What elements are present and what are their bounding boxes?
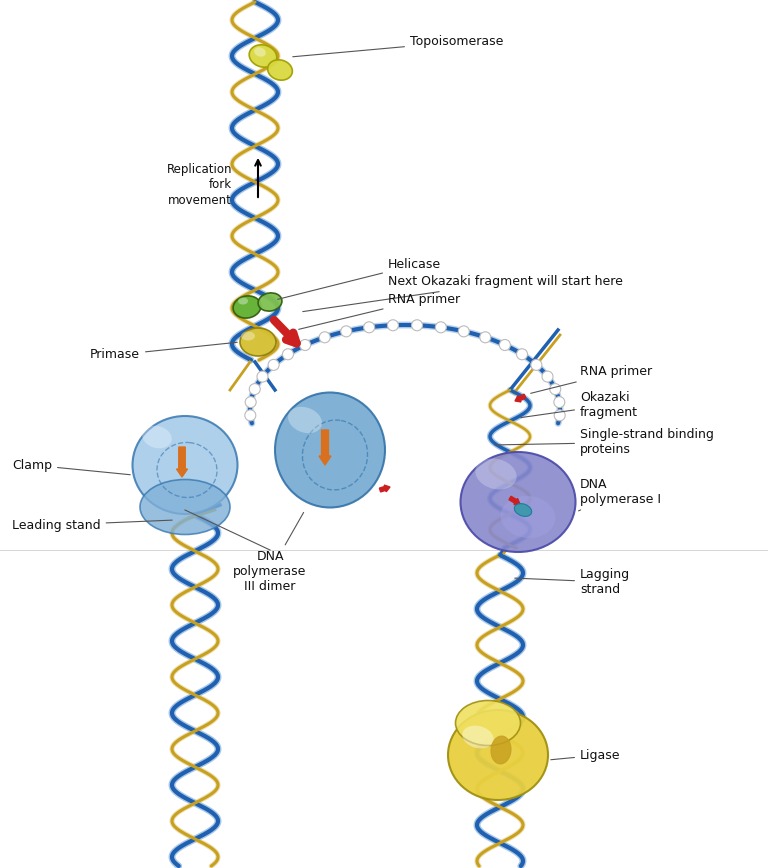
Circle shape [554, 397, 564, 408]
Ellipse shape [455, 700, 521, 746]
Ellipse shape [258, 293, 282, 311]
Text: Leading stand: Leading stand [12, 518, 172, 531]
Circle shape [268, 359, 279, 371]
Text: Helicase: Helicase [278, 259, 441, 299]
Circle shape [341, 326, 352, 337]
Circle shape [364, 322, 375, 332]
Circle shape [435, 322, 446, 332]
Circle shape [499, 339, 511, 351]
FancyArrow shape [379, 485, 390, 492]
Circle shape [245, 397, 257, 408]
Circle shape [300, 339, 310, 351]
Ellipse shape [249, 45, 276, 67]
Ellipse shape [254, 47, 266, 56]
Circle shape [531, 359, 542, 371]
Text: Next Okazaki fragment will start here: Next Okazaki fragment will start here [303, 275, 623, 312]
Circle shape [245, 410, 256, 421]
Ellipse shape [491, 736, 511, 764]
Text: Okazaki
fragment: Okazaki fragment [521, 391, 638, 419]
Text: RNA primer: RNA primer [299, 293, 460, 329]
Ellipse shape [268, 60, 293, 80]
Ellipse shape [461, 452, 575, 552]
Ellipse shape [475, 458, 517, 490]
Text: Topoisomerase: Topoisomerase [293, 36, 503, 56]
Circle shape [387, 319, 399, 331]
Ellipse shape [515, 503, 531, 516]
Circle shape [283, 349, 293, 359]
Ellipse shape [238, 298, 248, 305]
Ellipse shape [233, 296, 261, 318]
FancyArrow shape [319, 430, 331, 465]
Text: DNA
polymerase
III dimer: DNA polymerase III dimer [233, 512, 306, 593]
Circle shape [480, 332, 491, 343]
Circle shape [250, 384, 260, 395]
Circle shape [554, 410, 565, 421]
Text: Primase: Primase [90, 342, 237, 361]
Text: Lagging
strand: Lagging strand [515, 568, 630, 596]
FancyArrow shape [509, 496, 520, 504]
Text: RNA primer: RNA primer [531, 365, 652, 393]
Ellipse shape [275, 392, 385, 508]
Ellipse shape [240, 328, 276, 356]
Circle shape [517, 349, 528, 359]
Circle shape [550, 384, 561, 395]
Ellipse shape [140, 479, 230, 535]
Text: DNA
polymerase I: DNA polymerase I [578, 478, 661, 511]
Ellipse shape [288, 407, 322, 433]
Ellipse shape [501, 496, 555, 538]
Ellipse shape [241, 332, 255, 340]
Circle shape [257, 372, 268, 382]
Ellipse shape [462, 726, 494, 748]
FancyArrow shape [515, 394, 526, 402]
Text: Single-strand binding
proteins: Single-strand binding proteins [495, 428, 714, 456]
Circle shape [542, 372, 553, 382]
Circle shape [412, 319, 422, 331]
Ellipse shape [142, 425, 172, 448]
Circle shape [458, 326, 469, 337]
Circle shape [319, 332, 330, 343]
Ellipse shape [133, 416, 237, 514]
FancyArrow shape [177, 447, 187, 477]
Text: Ligase: Ligase [551, 748, 621, 761]
Text: Clamp: Clamp [12, 458, 131, 475]
Ellipse shape [448, 710, 548, 800]
Text: Replication
fork
movement: Replication fork movement [167, 162, 232, 207]
